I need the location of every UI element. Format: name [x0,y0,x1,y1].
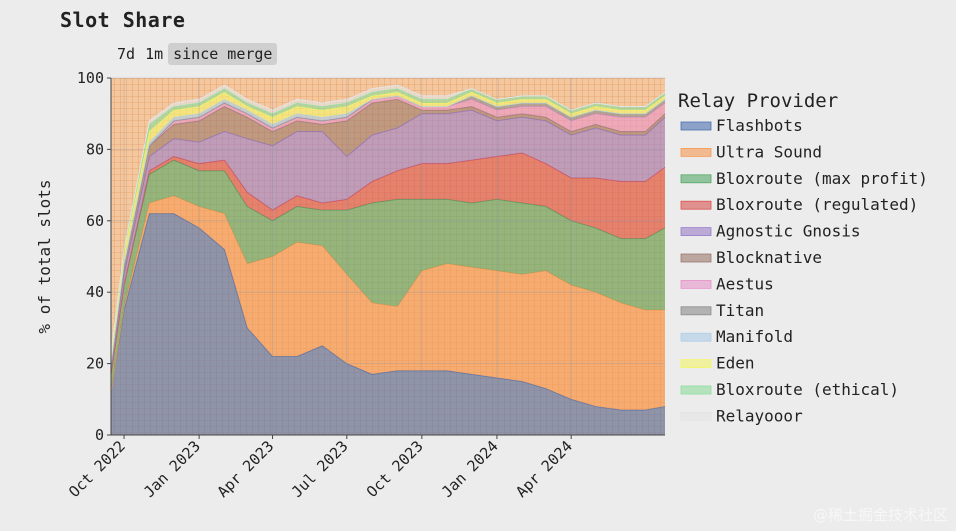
legend-label: Manifold [716,327,793,346]
legend-label: Titan [716,301,764,320]
line-manifold [110,95,666,364]
legend-label: Flashbots [716,116,803,135]
area-bloxroute-ethical [111,88,665,357]
x-tick-label: Apr 2023 [214,437,278,501]
range-7d-button[interactable]: 7d [117,45,136,63]
y-tick-label: 80 [86,140,104,158]
line-blocknative [110,98,666,364]
legend-swatch [680,253,712,263]
watermark: @稀土掘金技术社区 [812,506,948,524]
legend-swatch [680,200,712,210]
area-eden [111,92,665,364]
y-tick-label: 0 [95,426,104,444]
legend-swatch [680,147,712,157]
line-eden [110,91,666,357]
x-tick-label: Oct 2022 [65,437,129,501]
x-tick-label: Oct 2023 [363,437,427,501]
chart-title: Slot Share [60,8,186,32]
area-bloxroute-regulated [111,152,665,375]
range-1m-button[interactable]: 1m [145,45,164,63]
legend-swatch [680,332,712,342]
area-aestus [111,95,665,364]
area-ultra-sound [111,195,665,411]
y-tick-label: 60 [86,212,104,230]
legend-swatch [680,174,712,184]
legend-label: Ultra Sound [716,142,822,161]
range-since-merge-button[interactable]: since merge [168,43,278,65]
legend-swatch [680,227,712,237]
x-tick-label: Jan 2024 [438,437,502,501]
legend-label: Aestus [716,274,774,293]
legend-swatch [680,121,712,131]
legend-swatch [680,306,712,316]
line-relayooor [110,84,666,353]
legend-label: Bloxroute (regulated) [716,195,918,214]
x-tick-label: Jan 2023 [140,437,204,501]
area-bloxroute-max-profit [111,160,665,393]
legend-swatch [680,385,712,395]
legend-title: Relay Provider [678,90,838,112]
area-flashbots [111,213,665,435]
y-tick-label: 20 [86,355,104,373]
area-agnostic-gnosis [111,110,665,375]
legend-label: Bloxroute (max profit) [716,169,928,188]
x-tick-label: Jul 2023 [288,437,352,501]
area-relayooor [111,85,665,353]
y-axis-label: % of total slots [35,179,54,333]
legend-label: Eden [716,354,755,373]
y-tick-label: 40 [86,283,104,301]
x-tick-label: Apr 2024 [512,437,576,501]
legend-swatch [680,411,712,421]
legend-label: Bloxroute (ethical) [716,380,899,399]
legend-label: Blocknative [716,248,822,267]
legend-swatch [680,279,712,289]
y-tick-label: 100 [77,69,104,87]
legend-swatch [680,359,712,369]
legend-label: Relayooor [716,406,803,425]
time-range-selector: 7d 1m since merge [112,43,278,65]
legend-label: Agnostic Gnosis [716,222,861,241]
